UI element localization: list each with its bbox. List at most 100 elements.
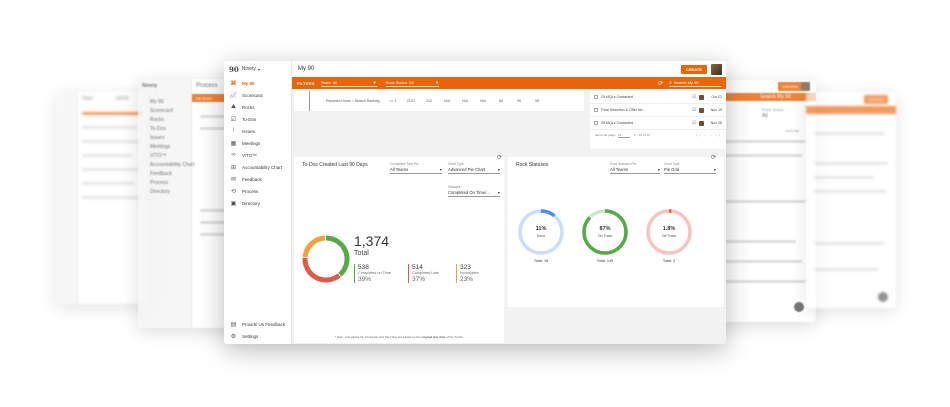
stat-completed-on-time: 538 Completed on Time 39% [354, 264, 391, 283]
items-per-page-label: Items per page: [595, 133, 616, 137]
ghost-due-label: Due By [786, 128, 800, 133]
select-label: Chart Type [664, 162, 680, 166]
rock-status-key: Rock Status [385, 79, 408, 85]
rock-chart-type-select[interactable]: Chart Type Pie Grid ▾ [664, 162, 716, 174]
rock-status-filter[interactable]: Rock Status All ▼ [385, 79, 440, 87]
sidebar-item-label: Accountability Chart [242, 164, 283, 170]
background-window-far-right: CREATE [806, 92, 896, 308]
ghost-nav-item: Issues [150, 135, 165, 141]
ring-label: Off Track [661, 234, 677, 238]
checkbox-icon: ☑ [230, 116, 237, 123]
list-item[interactable]: Final Selection & Offer Ne... ☑ Nov 19 [590, 104, 726, 117]
avatar[interactable] [711, 63, 722, 75]
gear-icon: ⚙ [230, 333, 237, 340]
ghost-nav-item: Scorecard [150, 108, 173, 114]
brand-name: Ninety [241, 66, 256, 72]
team-filter[interactable]: Team All ▼ [320, 79, 377, 87]
todo-date: Oct 22 [711, 95, 722, 99]
completed-todo-per-select[interactable]: Completed Todo Per All Teams ▾ [390, 162, 442, 174]
checkbox[interactable] [594, 95, 598, 99]
chart-type-select[interactable]: Chart Type Advanced Pie Chart ▾ [448, 162, 500, 174]
list-item[interactable]: 25 MQLs Contacted ☑ Nov 26 [590, 117, 726, 130]
sidebar-item-settings[interactable]: ⚙ Settings [224, 330, 291, 342]
refresh-icon[interactable]: ⟳ [711, 155, 717, 161]
select-value: Advanced Pie Chart [448, 167, 486, 172]
filters-label: FILTERS [297, 80, 315, 86]
brand[interactable]: 90 Ninety ▾ [224, 61, 291, 77]
todos-footnote: * Note: Completed On Time/Late and Past … [294, 335, 504, 339]
rock-statuses-panel: Rock Statuses ⟳ Rock Statuses Per All Te… [508, 155, 724, 307]
sidebar: 90 Ninety ▾ ⌘ My 90 📈 Scorecard ⛰ Rocks ☑ To… [224, 61, 292, 344]
team-filter-value: All [332, 79, 338, 85]
logo-icon: ⌘ [230, 80, 237, 87]
list-item[interactable]: 25 MQLs Contacted ☑ Oct 22 [590, 91, 726, 104]
sidebar-item-label: V/TO™ [242, 152, 257, 158]
sidebar-item-label: Settings [242, 333, 259, 339]
rock-statuses-title: Rock Statuses [516, 162, 549, 168]
create-button[interactable]: CREATE [680, 64, 707, 74]
ghost-total-label: Total [82, 96, 93, 102]
stat-label: Completed on Time [358, 271, 391, 275]
checklist-icon: ☑ [691, 107, 696, 112]
statuses-select[interactable]: Statuses Completed On Time/... ▾ [448, 185, 500, 197]
ring-total: Total: 149 [596, 259, 614, 263]
sidebar-item-process[interactable]: ⟲ Process [224, 185, 291, 197]
content-area: Reported Hours > Search Ranking >= 1 75.… [292, 89, 726, 344]
sidebar-item-my-90[interactable]: ⌘ My 90 [224, 77, 291, 89]
rock-statuses-per-select[interactable]: Rock Statuses Per All Teams ▾ [610, 162, 660, 174]
ghost-search: Search My 90 [760, 94, 791, 100]
sidebar-item-directory[interactable]: ▣ Directory [224, 197, 291, 209]
sidebar-item-rocks[interactable]: ⛰ Rocks [224, 101, 291, 113]
footnote-text: of the To-Do. [445, 335, 464, 339]
chevron-down-icon: ▾ [439, 167, 442, 172]
sidebar-item-label: Feedback [242, 176, 262, 182]
ghost-create-button: CREATE [778, 82, 802, 91]
page-nav-icons[interactable]: |‹ ‹ › ›| [695, 133, 722, 137]
ring-total: Total: 3 [662, 259, 676, 263]
refresh-icon[interactable]: ⟳ [497, 155, 503, 161]
stat-completed-late: 514 Completed Late 37% [408, 264, 439, 283]
checklist-icon: ☑ [691, 94, 696, 99]
select-label: Completed Todo Per [390, 162, 419, 166]
checklist-icon: ☑ [691, 120, 696, 125]
items-per-page-select[interactable]: 10 [617, 133, 630, 138]
ghost-nav-item: Meetings [150, 144, 171, 150]
ring-on-track-chart [582, 209, 628, 255]
stat-number: 514 [412, 264, 423, 271]
sidebar-item-label: Provide Us Feedback [242, 321, 286, 327]
sidebar-item-provide-feedback[interactable]: ▤ Provide Us Feedback [224, 318, 291, 330]
chevron-down-icon: ▾ [257, 66, 260, 72]
search-input[interactable]: ⌕ Search My 90 [669, 80, 721, 87]
table-row[interactable]: Reported Hours > Search Ranking >= 1 75.… [309, 91, 584, 111]
donut-slice [302, 235, 326, 258]
sidebar-item-accountability-chart[interactable]: ⊞ Accountability Chart [224, 161, 291, 173]
checkbox[interactable] [594, 108, 598, 112]
chevron-down-icon: ▾ [497, 167, 500, 172]
paginator: Items per page: 10 1 – 10 of 10 |‹ ‹ › ›… [590, 130, 726, 140]
refresh-icon[interactable]: ⟳ [657, 80, 663, 87]
ghost-nav-item: Process [150, 180, 169, 186]
sidebar-item-feedback[interactable]: ✉ Feedback [224, 173, 291, 185]
sidebar-item-todos[interactable]: ☑ To-Dos [224, 113, 291, 125]
chat-icon: ✉ [230, 176, 237, 183]
search-placeholder: Search My 90 [673, 80, 699, 85]
select-value: All Teams [610, 167, 629, 172]
chevron-down-icon: ▾ [497, 190, 500, 195]
ghost-nav-item: To-Dos [150, 126, 166, 132]
sidebar-item-vto[interactable]: ∞ V/TO™ [224, 149, 291, 161]
stat-label: Incomplete [460, 271, 479, 275]
page-title: My 90 [298, 66, 315, 72]
ring-on-track: 87% On Track [580, 207, 630, 263]
donut-slice [302, 257, 341, 283]
sidebar-item-issues[interactable]: ! Issues [224, 125, 291, 137]
chart-icon: 📈 [229, 92, 238, 99]
sidebar-item-meetings[interactable]: ▦ Meetings [224, 137, 291, 149]
checkbox[interactable] [594, 121, 598, 125]
table-cell: 80 [499, 99, 503, 103]
sidebar-item-scorecard[interactable]: 📈 Scorecard [224, 89, 291, 101]
binoculars-icon: ∞ [231, 152, 236, 158]
process-icon: ⟲ [230, 188, 237, 195]
todo-date: Nov 26 [710, 121, 722, 125]
chevron-down-icon: ▾ [657, 167, 660, 172]
ghost-nav-item: Accountability Chart [150, 162, 195, 168]
